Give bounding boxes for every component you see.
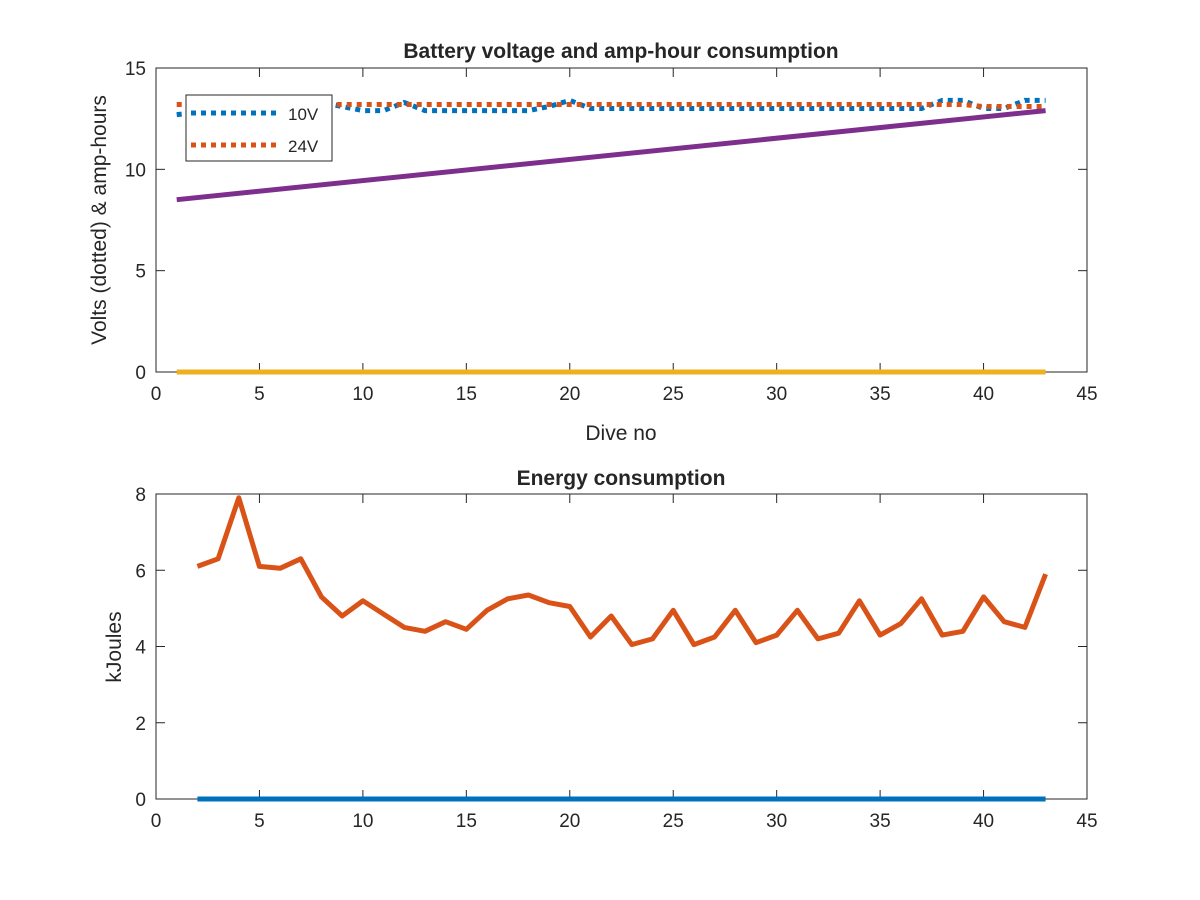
y-axis-label: Volts (dotted) & amp-hours xyxy=(88,95,111,345)
x-tick-label: 15 xyxy=(456,384,477,405)
x-tick-label: 25 xyxy=(663,384,684,405)
x-tick-label: 25 xyxy=(663,811,684,832)
x-tick-label: 20 xyxy=(559,384,580,405)
x-tick-label: 10 xyxy=(352,811,373,832)
x-tick-labels: 0 5 10 15 20 25 30 35 40 45 xyxy=(151,384,1098,405)
y-axis-label: kJoules xyxy=(103,611,126,682)
x-tick-label: 15 xyxy=(456,811,477,832)
x-tick-label: 30 xyxy=(766,384,787,405)
y-tick-label: 0 xyxy=(135,790,146,811)
y-tick-label: 6 xyxy=(135,561,146,582)
y-tick-labels: 0 2 4 6 8 xyxy=(135,485,146,811)
x-tick-label: 30 xyxy=(766,811,787,832)
series-line-0 xyxy=(196,495,1048,648)
x-tick-label: 0 xyxy=(151,384,162,405)
x-tick-label: 45 xyxy=(1076,384,1097,405)
plot-area xyxy=(155,493,1088,800)
chart-title: Energy consumption xyxy=(517,467,726,490)
y-tick-label: 10 xyxy=(125,160,146,181)
x-tick-label: 5 xyxy=(254,384,265,405)
y-tick-label: 8 xyxy=(135,485,146,506)
y-tick-label: 0 xyxy=(135,363,146,384)
x-tick-label: 40 xyxy=(973,384,994,405)
x-tick-labels: 0 5 10 15 20 25 30 35 40 45 xyxy=(151,811,1098,832)
series-line-10v xyxy=(176,97,1046,118)
y-tick-label: 15 xyxy=(125,59,146,80)
battery-voltage-chart: 0 5 10 15 20 25 30 35 40 45 0 5 10 15 Battery voltag… xyxy=(88,40,1098,445)
series-line-2 xyxy=(176,108,1046,203)
y-tick-label: 2 xyxy=(135,714,146,735)
x-tick-label: 0 xyxy=(151,811,162,832)
legend: 10V 24V xyxy=(185,94,333,162)
legend-label-10v: 10V xyxy=(288,105,319,124)
x-tick-label: 20 xyxy=(559,811,580,832)
tick-marks xyxy=(155,493,1088,800)
x-tick-label: 45 xyxy=(1076,811,1097,832)
y-tick-labels: 0 5 10 15 xyxy=(125,59,146,384)
legend-label-24v: 24V xyxy=(288,137,319,156)
series-lines xyxy=(176,97,1046,375)
y-tick-label: 5 xyxy=(135,262,146,283)
series-lines xyxy=(196,495,1048,802)
x-axis-label: Dive no xyxy=(585,422,656,445)
x-tick-label: 5 xyxy=(254,811,265,832)
chart-title: Battery voltage and amp-hour consumption xyxy=(403,40,838,63)
legend-box xyxy=(185,94,333,162)
y-tick-label: 4 xyxy=(135,638,146,659)
energy-consumption-chart: 0 5 10 15 20 25 30 35 40 45 0 2 4 6 8 Energy consumpt… xyxy=(103,467,1098,832)
x-tick-label: 35 xyxy=(870,384,891,405)
x-tick-label: 10 xyxy=(352,384,373,405)
x-tick-label: 40 xyxy=(973,811,994,832)
x-tick-label: 35 xyxy=(870,811,891,832)
